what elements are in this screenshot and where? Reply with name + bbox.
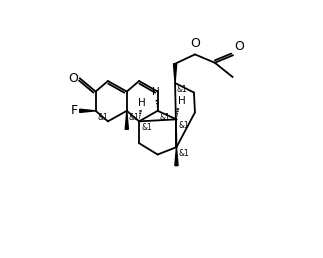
Text: &1: &1 bbox=[128, 113, 139, 122]
Polygon shape bbox=[173, 64, 177, 83]
Text: H: H bbox=[178, 96, 185, 106]
Text: &1: &1 bbox=[141, 123, 152, 132]
Text: &1: &1 bbox=[98, 113, 109, 122]
Text: O: O bbox=[235, 40, 245, 53]
Text: &1: &1 bbox=[177, 85, 187, 94]
Text: &1: &1 bbox=[178, 121, 189, 130]
Polygon shape bbox=[125, 111, 128, 129]
Text: &1: &1 bbox=[160, 113, 170, 122]
Text: H: H bbox=[152, 87, 160, 97]
Polygon shape bbox=[175, 147, 178, 166]
Text: H: H bbox=[138, 98, 146, 108]
Polygon shape bbox=[80, 109, 96, 112]
Text: O: O bbox=[190, 37, 200, 50]
Text: O: O bbox=[68, 72, 78, 85]
Text: &1: &1 bbox=[178, 149, 189, 158]
Text: F: F bbox=[71, 104, 78, 117]
